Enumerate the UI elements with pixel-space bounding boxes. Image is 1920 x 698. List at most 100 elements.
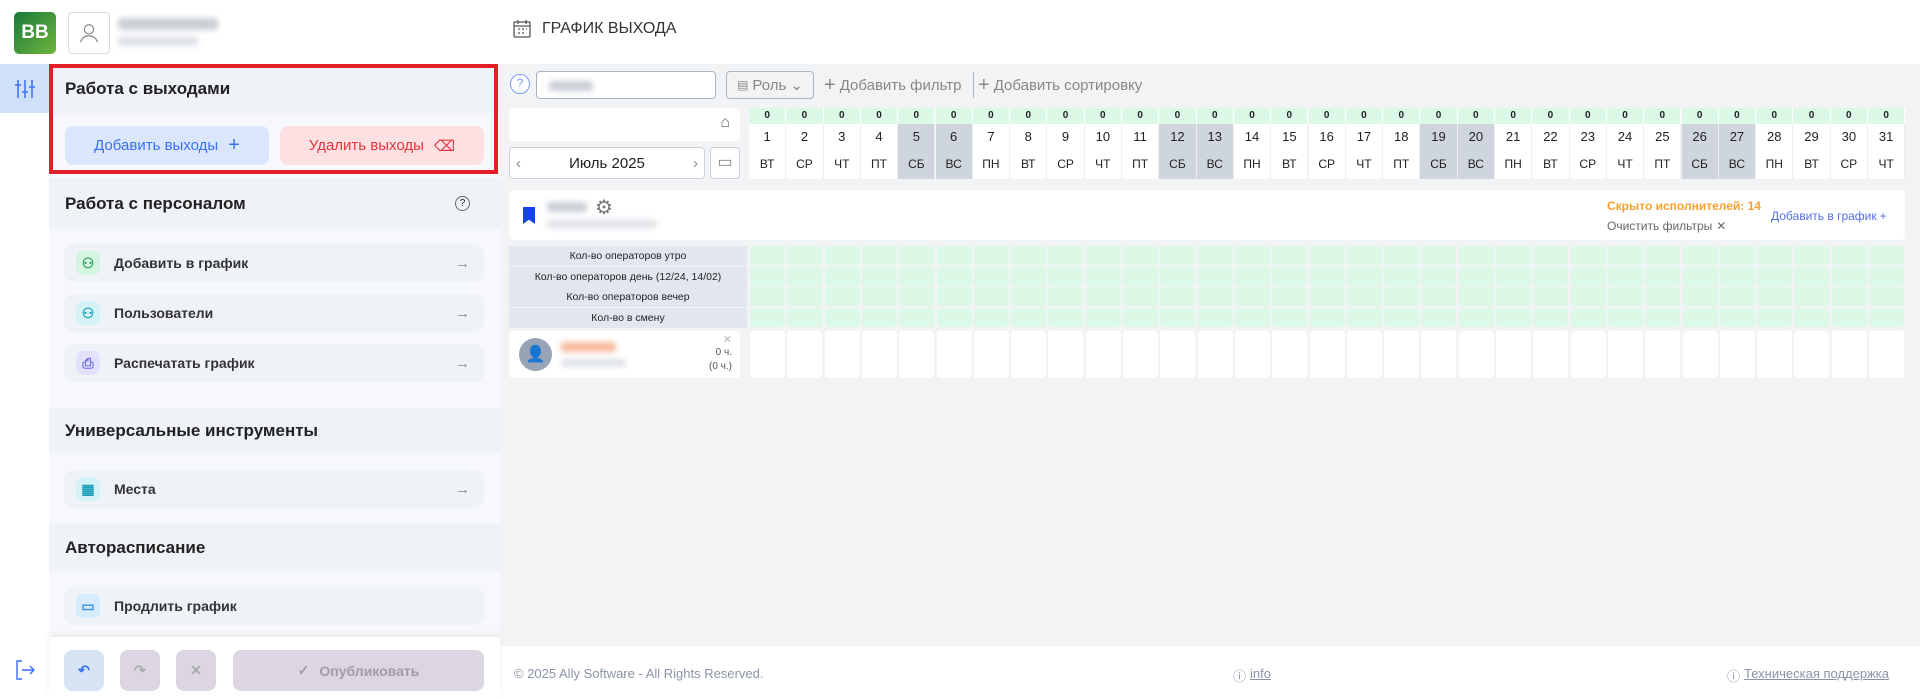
bookmark-icon[interactable] (523, 207, 535, 224)
logout-icon[interactable] (14, 659, 36, 681)
day-number[interactable]: 26 (1681, 124, 1719, 149)
day-number[interactable]: 31 (1868, 124, 1906, 149)
shift-cell[interactable] (1234, 331, 1270, 378)
stat-cell (1570, 287, 1606, 306)
day-number[interactable]: 14 (1233, 124, 1272, 149)
shift-cell[interactable] (824, 331, 860, 378)
shift-cell[interactable] (1757, 331, 1793, 378)
shift-cell[interactable] (1197, 331, 1233, 378)
sidebar-item-users[interactable]: ⚇ Пользователи → (64, 294, 484, 332)
add-to-schedule-button[interactable]: Добавить в график + (1771, 209, 1887, 223)
shift-cell[interactable] (1794, 331, 1830, 378)
sidebar-item-extend[interactable]: ▭ Продлить график (64, 587, 484, 625)
shift-cell[interactable] (973, 331, 1009, 378)
shift-cell[interactable] (1384, 331, 1420, 378)
delete-shifts-button[interactable]: Удалить выходы ⌫ (280, 126, 484, 165)
chevron-right-icon[interactable]: › (693, 154, 698, 172)
gear-icon[interactable]: ⚙ (595, 197, 613, 219)
role-dropdown[interactable]: ▤ Роль ⌄ (726, 71, 814, 99)
shift-cell[interactable] (787, 331, 823, 378)
info-link[interactable]: ⓘ info (1233, 666, 1271, 685)
shift-cell[interactable] (1831, 331, 1867, 378)
day-number[interactable]: 5 (898, 124, 936, 149)
shift-cell[interactable] (750, 331, 785, 378)
clear-filters-button[interactable]: Очистить фильтры ✕ (1607, 219, 1726, 233)
day-number[interactable]: 19 (1420, 124, 1458, 149)
day-number[interactable]: 11 (1122, 124, 1160, 149)
day-number[interactable]: 25 (1644, 124, 1682, 149)
day-number[interactable]: 13 (1196, 124, 1234, 149)
shift-cell[interactable] (1085, 331, 1121, 378)
sidebar-item-print[interactable]: ⎙ Распечатать график → (64, 344, 484, 382)
day-number[interactable]: 22 (1532, 124, 1570, 149)
day-number[interactable]: 24 (1606, 124, 1645, 149)
day-number[interactable]: 29 (1793, 124, 1831, 149)
shift-cell[interactable] (1160, 331, 1196, 378)
shift-cell[interactable] (1346, 331, 1382, 378)
user-avatar[interactable] (68, 12, 110, 54)
shift-cell[interactable] (1869, 331, 1904, 378)
shift-cell[interactable] (1496, 331, 1531, 378)
shift-cell[interactable] (1309, 331, 1345, 378)
day-number[interactable]: 3 (823, 124, 861, 149)
sidebar-item-places[interactable]: ▦ Места → (64, 470, 484, 508)
day-number[interactable]: 4 (860, 124, 899, 149)
cancel-button[interactable]: ✕ (176, 650, 216, 691)
search-input[interactable] (536, 71, 716, 99)
shift-cell[interactable] (1272, 331, 1308, 378)
shift-cell[interactable] (861, 331, 897, 378)
day-number[interactable]: 6 (935, 124, 973, 149)
day-number[interactable]: 23 (1569, 124, 1607, 149)
shift-cell[interactable] (1682, 331, 1718, 378)
chevron-left-icon[interactable]: ‹ (516, 154, 521, 172)
day-number[interactable]: 8 (1010, 124, 1048, 149)
shift-cell[interactable] (1645, 331, 1681, 378)
add-sort-button[interactable]: + Добавить сортировку (978, 74, 1142, 97)
redo-button[interactable]: ↷ (120, 650, 160, 691)
add-filter-button[interactable]: + Добавить фильтр (824, 74, 961, 97)
shift-cell[interactable] (1421, 331, 1457, 378)
publish-button[interactable]: ✓ Опубликовать (233, 650, 484, 691)
day-number[interactable]: 30 (1830, 124, 1868, 149)
undo-button[interactable]: ↶ (64, 650, 104, 691)
stat-cell (1570, 307, 1606, 327)
day-number[interactable]: 21 (1495, 124, 1533, 149)
shift-cell[interactable] (1607, 331, 1643, 378)
stat-cell (936, 287, 972, 306)
shift-cell[interactable] (1570, 331, 1606, 378)
shift-cell[interactable] (1123, 331, 1158, 378)
help-icon[interactable]: ? (510, 74, 530, 94)
date-picker-button[interactable]: ▭ (710, 147, 740, 179)
stat-cell (899, 287, 935, 306)
day-number[interactable]: 9 (1047, 124, 1085, 149)
shift-cell[interactable] (936, 331, 972, 378)
close-icon[interactable]: ✕ (722, 334, 732, 346)
day-number[interactable]: 10 (1084, 124, 1122, 149)
shift-cell[interactable] (899, 331, 935, 378)
day-number[interactable]: 7 (972, 124, 1011, 149)
home-icon[interactable]: ⌂ (720, 114, 730, 131)
day-number[interactable]: 18 (1383, 124, 1421, 149)
day-number[interactable]: 28 (1756, 124, 1794, 149)
day-number[interactable]: 16 (1308, 124, 1346, 149)
sidebar-item-add-to-schedule[interactable]: ⚇ Добавить в график → (64, 244, 484, 282)
rail-settings[interactable] (0, 64, 49, 113)
day-count: 0 (898, 108, 936, 124)
shift-cell[interactable] (1719, 331, 1755, 378)
day-number[interactable]: 20 (1457, 124, 1495, 149)
day-number[interactable]: 12 (1159, 124, 1197, 149)
day-number[interactable]: 2 (786, 124, 824, 149)
add-shifts-button[interactable]: Добавить выходы + (65, 126, 269, 165)
day-number[interactable]: 17 (1345, 124, 1384, 149)
help-icon[interactable]: ? (455, 196, 470, 211)
shift-cell[interactable] (1533, 331, 1569, 378)
shift-cell[interactable] (1458, 331, 1494, 378)
shift-cell[interactable] (1048, 331, 1084, 378)
support-link[interactable]: ⓘ Техническая поддержка (1727, 666, 1889, 685)
shift-cell[interactable] (1011, 331, 1047, 378)
employee-card[interactable]: 👤 ✕ 0 ч. (0 ч.) (509, 331, 740, 378)
day-number[interactable]: 15 (1271, 124, 1309, 149)
day-number[interactable]: 1 (749, 124, 787, 149)
day-number[interactable]: 27 (1718, 124, 1757, 149)
stat-cell (1607, 246, 1643, 265)
